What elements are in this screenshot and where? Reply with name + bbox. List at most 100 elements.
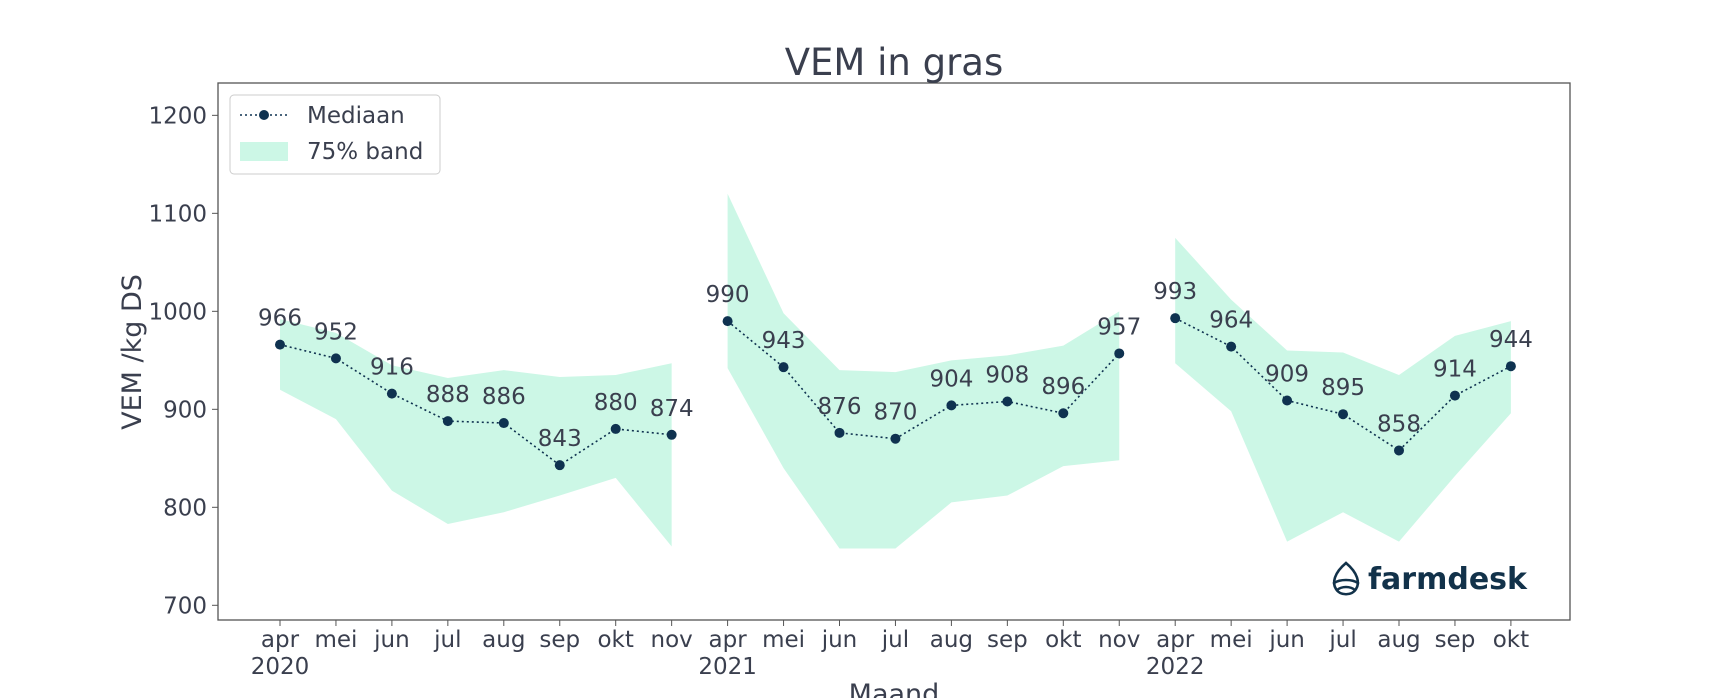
- y-tick-label: 1000: [148, 299, 207, 325]
- farmdesk-logo: farmdesk: [1332, 561, 1528, 597]
- value-label: 909: [1265, 361, 1309, 387]
- median-point: [1338, 409, 1349, 420]
- y-tick-label: 1100: [148, 201, 207, 227]
- median-point: [890, 433, 901, 444]
- median-point: [778, 362, 789, 373]
- y-tick-label: 700: [163, 593, 207, 619]
- median-point: [1058, 408, 1069, 419]
- median-point: [1282, 395, 1293, 406]
- legend-band-label: 75% band: [307, 139, 423, 165]
- value-label: 952: [314, 319, 358, 345]
- x-tick-label: jun: [373, 627, 410, 653]
- median-point: [834, 427, 845, 438]
- median-line-2021: [727, 320, 1120, 440]
- year-label: 2022: [1146, 654, 1205, 680]
- median-point: [554, 460, 565, 471]
- x-tick-label: aug: [482, 627, 525, 653]
- median-point: [1505, 361, 1516, 372]
- y-axis-label: VEM /kg DS: [117, 274, 148, 430]
- year-label: 2021: [698, 654, 757, 680]
- median-point: [722, 316, 733, 327]
- x-tick-label: nov: [1098, 627, 1140, 653]
- x-tick-label: okt: [1045, 627, 1081, 653]
- median-point: [498, 418, 509, 429]
- x-tick-label: mei: [762, 627, 805, 653]
- x-tick-label: mei: [314, 627, 357, 653]
- y-tick-label: 800: [163, 495, 207, 521]
- median-point: [1170, 313, 1181, 324]
- value-label: 990: [706, 282, 750, 308]
- x-tick-label: apr: [709, 627, 748, 653]
- year-label: 2020: [251, 654, 310, 680]
- brand-name: farmdesk: [1368, 562, 1528, 597]
- value-label: 944: [1489, 327, 1533, 353]
- x-tick-label: sep: [1435, 627, 1476, 653]
- median-point: [946, 400, 957, 411]
- x-tick-label: apr: [261, 627, 300, 653]
- value-label: 876: [818, 394, 862, 420]
- x-tick-label: mei: [1210, 627, 1253, 653]
- value-label: 964: [1209, 308, 1253, 334]
- band-area-2020: [280, 319, 672, 547]
- x-tick-label: okt: [1493, 627, 1529, 653]
- value-label: 843: [538, 426, 582, 452]
- x-tick-label: apr: [1156, 627, 1195, 653]
- band-area-2022: [1175, 237, 1511, 542]
- droplet-icon: [1332, 561, 1360, 596]
- median-point: [610, 423, 621, 434]
- band-layer: [280, 193, 1511, 549]
- x-tick-label: jul: [881, 627, 909, 653]
- x-tick-label: jul: [1328, 627, 1356, 653]
- value-label: 895: [1321, 375, 1365, 401]
- y-axis: 700 800 900 1000 1100 1200: [148, 103, 218, 619]
- value-label: 993: [1153, 279, 1197, 305]
- y-tick-label: 1200: [148, 103, 207, 129]
- y-tick-label: 900: [163, 397, 207, 423]
- median-point: [442, 416, 453, 427]
- value-labels: 966 952 916 888 886 843 880 874 990 943 876 870 904 9…: [258, 279, 1533, 452]
- value-label: 957: [1097, 314, 1141, 340]
- median-point: [1226, 341, 1237, 352]
- median-point: [666, 429, 677, 440]
- median-point: [1449, 390, 1460, 401]
- median-point: [1114, 348, 1125, 359]
- median-point: [1394, 445, 1404, 456]
- median-point: [1002, 396, 1013, 407]
- x-axis-label: Maand: [849, 679, 940, 698]
- value-label: 858: [1377, 411, 1421, 437]
- x-tick-label: jun: [821, 627, 858, 653]
- chart-title: VEM in gras: [785, 41, 1004, 84]
- x-tick-label: aug: [1377, 627, 1420, 653]
- median-point: [330, 353, 341, 364]
- x-tick-label: jul: [433, 627, 461, 653]
- value-label: 880: [594, 390, 638, 416]
- value-label: 870: [873, 400, 917, 426]
- value-label: 966: [258, 306, 302, 332]
- x-tick-label: sep: [539, 627, 580, 653]
- x-tick-label: sep: [987, 627, 1028, 653]
- value-label: 943: [762, 328, 806, 354]
- value-label: 914: [1433, 357, 1477, 383]
- value-label: 886: [482, 384, 526, 410]
- value-label: 908: [985, 362, 1029, 388]
- x-tick-label: jun: [1268, 627, 1305, 653]
- value-label: 904: [929, 366, 973, 392]
- legend-median-label: Mediaan: [307, 103, 405, 129]
- legend: Mediaan 75% band: [229, 94, 441, 175]
- x-axis: apr mei jun jul aug sep okt nov apr mei jun jul aug s…: [251, 620, 1529, 680]
- x-tick-label: nov: [651, 627, 693, 653]
- x-tick-label: okt: [597, 627, 633, 653]
- median-layer: [275, 313, 1516, 471]
- plot-frame: [217, 82, 1571, 621]
- legend-median-marker: [259, 110, 269, 120]
- value-label: 916: [370, 355, 414, 381]
- value-label: 896: [1041, 374, 1085, 400]
- median-point: [275, 339, 285, 350]
- band-area-2021: [727, 193, 1120, 549]
- value-label: 874: [650, 396, 694, 422]
- median-point: [386, 388, 397, 399]
- legend-band-swatch: [240, 142, 288, 161]
- x-tick-label: aug: [930, 627, 973, 653]
- value-label: 888: [426, 382, 470, 408]
